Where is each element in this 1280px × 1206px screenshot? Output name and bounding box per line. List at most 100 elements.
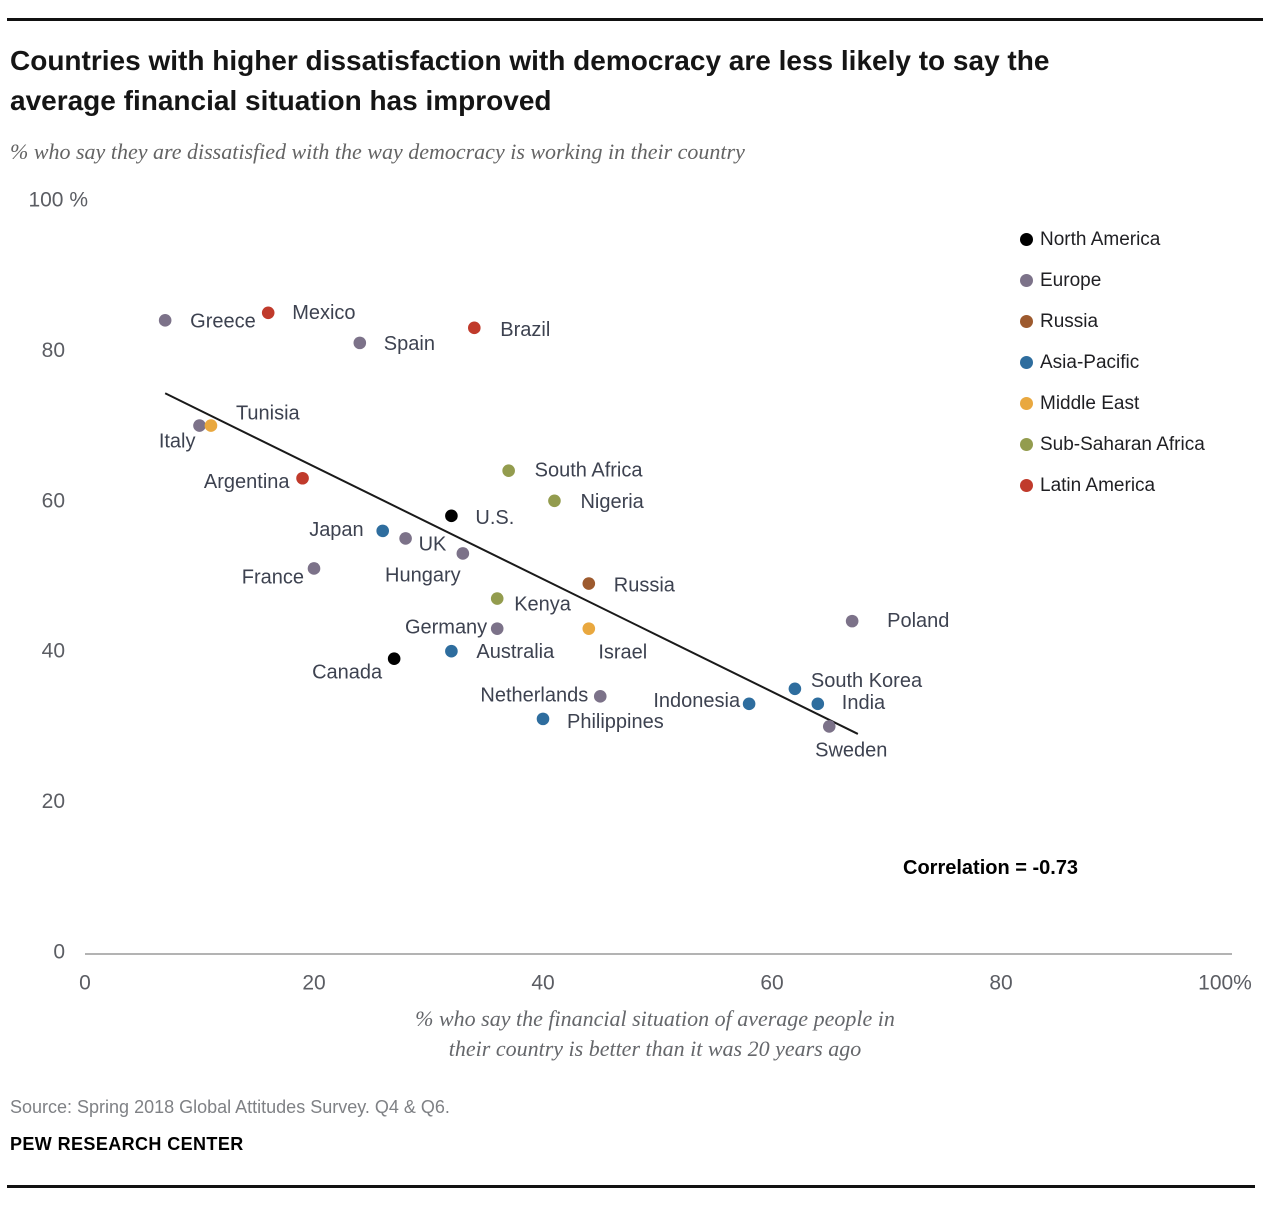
point-germany (490, 622, 504, 635)
point-argentina (296, 471, 309, 485)
point-label-hungary: Hungary (385, 564, 461, 586)
legend-label: North America (1040, 228, 1161, 250)
chart-subtitle: % who say they are dissatisfied with the… (10, 139, 745, 164)
point-kenya (490, 592, 504, 605)
legend-label: Sub-Saharan Africa (1040, 433, 1205, 455)
y-tick-60: 60 (42, 489, 65, 512)
legend-dot-icon (1020, 274, 1033, 287)
y-tick-20: 20 (42, 790, 65, 813)
point-netherlands (593, 690, 607, 703)
point-label-brazil: Brazil (500, 319, 550, 341)
legend-item-europe: Europe (1020, 260, 1205, 301)
x-axis-title-line-2: their country is better than it was 20 y… (448, 1036, 862, 1061)
point-label-u-s: U.S. (475, 507, 514, 529)
point-label-south-africa: South Africa (535, 460, 644, 482)
point-label-israel: Israel (598, 642, 647, 664)
legend-item-north-america: North America (1020, 219, 1205, 260)
point-label-france: France (242, 566, 304, 588)
legend-item-asia-pacific: Asia-Pacific (1020, 342, 1205, 383)
x-axis-title: % who say the financial situation of ave… (305, 1004, 1005, 1064)
point-label-nigeria: Nigeria (580, 491, 644, 513)
point-label-australia: Australia (476, 641, 555, 663)
title-line-1: Countries with higher dissatisfaction wi… (10, 45, 1050, 76)
point-label-russia: Russia (614, 575, 676, 597)
legend-dot-icon (1020, 233, 1033, 246)
point-label-argentina: Argentina (204, 471, 290, 493)
correlation-annotation: Correlation = -0.73 (903, 857, 1079, 879)
legend-dot-icon (1020, 479, 1033, 492)
point-label-tunisia: Tunisia (236, 403, 301, 425)
legend-item-latin-america: Latin America (1020, 465, 1205, 506)
x-tick-40: 40 (531, 972, 554, 995)
legend-label: Latin America (1040, 474, 1156, 496)
point-label-south-korea: South Korea (811, 670, 923, 692)
point-south-africa (502, 464, 515, 478)
y-tick-80: 80 (42, 339, 65, 362)
legend-dot-icon (1020, 438, 1033, 451)
point-australia (445, 644, 458, 658)
bottom-divider (7, 1185, 1255, 1188)
legend-label: Middle East (1040, 392, 1140, 414)
legend-dot-icon (1020, 397, 1033, 410)
point-label-spain: Spain (384, 333, 435, 355)
point-u-s (445, 509, 458, 523)
x-tick-20: 20 (302, 972, 325, 995)
point-label-italy: Italy (159, 431, 196, 453)
point-russia (582, 577, 596, 590)
point-uk (399, 532, 412, 545)
point-label-india: India (842, 692, 886, 714)
point-india (811, 697, 825, 711)
point-japan (376, 524, 390, 538)
legend-label: Asia-Pacific (1040, 351, 1140, 373)
point-france (307, 562, 321, 575)
point-label-germany: Germany (405, 617, 487, 639)
point-label-netherlands: Netherlands (480, 684, 588, 706)
x-tick-80: 80 (989, 972, 1012, 995)
point-greece (158, 314, 172, 327)
x-tick-100: 100% (1198, 972, 1252, 995)
point-label-philippines: Philippines (567, 711, 664, 733)
x-tick-0: 0 (79, 972, 91, 995)
point-south-korea (788, 682, 802, 696)
legend-dot-icon (1020, 315, 1033, 328)
point-brazil (468, 321, 481, 335)
y-tick-100: 100 % (28, 189, 88, 212)
y-tick-40: 40 (42, 640, 65, 663)
point-poland (845, 614, 859, 628)
point-label-indonesia: Indonesia (653, 690, 741, 712)
source-note: Source: Spring 2018 Global Attitudes Sur… (10, 1097, 450, 1117)
legend-dot-icon (1020, 356, 1033, 369)
point-spain (353, 336, 367, 350)
point-canada (387, 652, 401, 666)
point-label-sweden: Sweden (815, 739, 887, 761)
point-hungary (456, 547, 470, 560)
legend: North America Europe Russia Asia-Pacific Mid… (1020, 219, 1205, 506)
legend-label: Russia (1040, 310, 1099, 332)
point-label-poland: Poland (887, 610, 949, 632)
point-label-canada: Canada (312, 662, 383, 684)
page-title: Countries with higher dissatisfaction wi… (10, 41, 1220, 121)
point-tunisia (204, 419, 218, 432)
title-line-2: average financial situation has improved (10, 85, 552, 116)
legend-item-russia: Russia (1020, 301, 1205, 342)
point-label-mexico: Mexico (292, 302, 355, 324)
brand-name: PEW RESEARCH CENTER (10, 1134, 244, 1154)
trend-line (164, 392, 859, 735)
legend-label: Europe (1040, 269, 1102, 291)
y-tick-0: 0 (53, 941, 65, 964)
legend-item-middle-east: Middle East (1020, 383, 1205, 424)
point-label-greece: Greece (190, 310, 256, 332)
x-axis-title-line-1: % who say the financial situation of ave… (415, 1006, 895, 1031)
x-tick-60: 60 (760, 972, 783, 995)
point-italy (193, 419, 206, 432)
point-nigeria (548, 494, 561, 508)
point-mexico (261, 306, 275, 320)
point-indonesia (742, 697, 756, 711)
point-philippines (536, 712, 550, 726)
legend-item-sub-saharan-africa: Sub-Saharan Africa (1020, 424, 1205, 465)
point-label-kenya: Kenya (514, 594, 572, 616)
point-sweden (822, 720, 836, 733)
point-israel (582, 622, 596, 635)
